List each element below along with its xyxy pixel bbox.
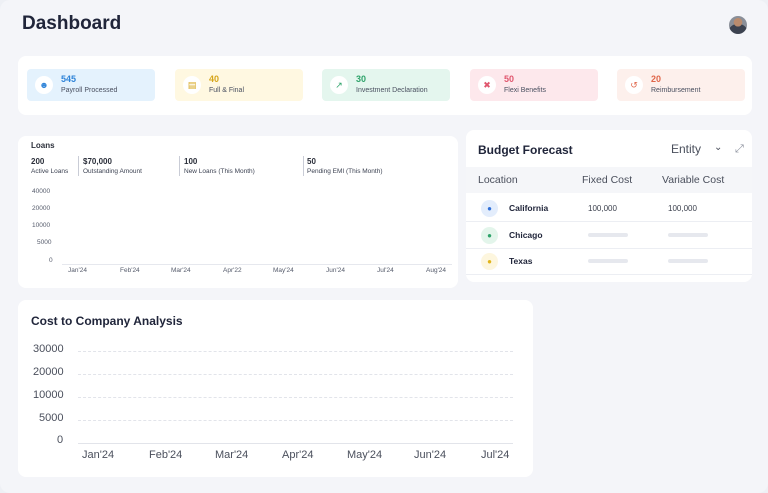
cost-y-tick: 5000: [39, 412, 64, 424]
loans-y-tick: 40000: [32, 188, 51, 195]
loans-x-tick: Jul'24: [377, 267, 394, 274]
stat-payroll-processed[interactable]: ☻ 545 Payroll Processed: [27, 69, 155, 101]
cost-y-tick: 30000: [33, 343, 64, 355]
loading-placeholder: [588, 259, 628, 263]
loan-stat-label: New Loans (This Month): [184, 168, 255, 175]
column-header-fixed-cost: Fixed Cost: [582, 174, 633, 186]
loading-placeholder: [588, 233, 628, 237]
stat-reimbursement[interactable]: ↺ 20 Reimbursement: [617, 69, 745, 101]
fixed-cost-value: 100,000: [588, 204, 617, 213]
location-name: California: [509, 203, 549, 213]
page-title: Dashboard: [22, 13, 122, 34]
table-row[interactable]: ● Chicago: [466, 222, 752, 249]
divider: [303, 156, 304, 176]
location-pin-icon: ●: [481, 227, 498, 244]
loan-stat-new: 100 New Loans (This Month): [182, 157, 255, 176]
loans-x-tick: Feb'24: [120, 267, 140, 274]
stat-label: Payroll Processed: [61, 87, 118, 94]
loans-y-tick: 5000: [37, 239, 52, 246]
loans-x-tick: Mar'24: [171, 267, 191, 274]
loans-x-axis-line: [62, 264, 452, 265]
cost-title: Cost to Company Analysis: [31, 314, 183, 328]
x-axis-line: [78, 443, 513, 444]
budget-title: Budget Forecast: [478, 143, 573, 157]
location-pin-icon: ●: [481, 200, 498, 217]
stat-full-final[interactable]: ▤ 40 Full & Final: [175, 69, 303, 101]
loan-stat-active: 200 Active Loans: [29, 157, 68, 176]
entity-dropdown[interactable]: Entity: [671, 142, 702, 156]
column-header-variable-cost: Variable Cost: [662, 174, 725, 186]
column-header-location: Location: [478, 174, 518, 186]
loading-placeholder: [668, 233, 708, 237]
loans-y-tick: 10000: [32, 222, 51, 229]
cost-y-tick: 0: [57, 434, 64, 446]
loan-stat-pending-emi: 50 Pending EMI (This Month): [305, 157, 383, 176]
stat-label: Investment Declaration: [356, 87, 428, 94]
cost-x-tick: Apr'24: [282, 449, 314, 461]
stat-value: 50: [504, 74, 515, 84]
variable-cost-value: 100,000: [668, 204, 697, 213]
cost-x-tick: Jan'24: [82, 449, 115, 461]
stat-flexi-benefits[interactable]: ✖ 50 Flexi Benefits: [470, 69, 598, 101]
budget-forecast-card: Budget Forecast Entity ⌄ ⤢ Location Fixe…: [466, 130, 752, 282]
stat-value: 40: [209, 74, 220, 84]
loan-stat-value: 100: [184, 157, 198, 166]
user-avatar[interactable]: [729, 16, 747, 34]
table-row[interactable]: ● California 100,000 100,000: [466, 195, 752, 222]
stat-value: 545: [61, 74, 77, 84]
loans-x-tick: Apr'22: [223, 267, 242, 274]
location-pin-icon: ●: [481, 253, 498, 270]
divider: [78, 156, 79, 176]
stat-label: Flexi Benefits: [504, 87, 547, 94]
loans-card: Loans 200 Active Loans $70,000 Outstandi…: [18, 136, 458, 288]
stat-label: Reimbursement: [651, 87, 701, 94]
user-group-icon: ☻: [35, 76, 53, 94]
stat-investment-declaration[interactable]: ↗ 30 Investment Declaration: [322, 69, 450, 101]
loans-y-tick: 0: [49, 257, 53, 264]
cost-x-tick: Jul'24: [481, 449, 510, 461]
cost-x-tick: Mar'24: [215, 449, 249, 461]
chart-up-icon: ↗: [330, 76, 348, 94]
location-name: Texas: [509, 256, 533, 266]
chevron-down-icon[interactable]: ⌄: [714, 142, 723, 153]
cash-icon: ▤: [183, 76, 201, 94]
grid-line: [78, 397, 513, 398]
loan-stat-label: Active Loans: [31, 168, 69, 175]
loans-y-tick: 20000: [32, 205, 51, 212]
cost-x-tick: Jun'24: [414, 449, 447, 461]
cost-x-tick: Feb'24: [149, 449, 183, 461]
loans-x-tick: Aug'24: [426, 267, 447, 274]
loans-x-tick: Jun'24: [326, 267, 345, 274]
loan-stat-value: 200: [31, 157, 45, 166]
grid-line: [78, 374, 513, 375]
loans-title: Loans: [31, 141, 55, 150]
loans-x-tick: Jan'24: [68, 267, 87, 274]
stat-value: 20: [651, 74, 662, 84]
grid-line: [78, 351, 513, 352]
expand-icon[interactable]: ⤢: [735, 143, 744, 155]
table-row[interactable]: ● Texas: [466, 248, 752, 275]
cost-to-company-card: Cost to Company Analysis 30000 20000 100…: [18, 300, 533, 477]
loan-stat-label: Pending EMI (This Month): [307, 168, 383, 175]
summary-stats-card: ☻ 545 Payroll Processed ▤ 40 Full & Fina…: [18, 56, 752, 115]
cost-x-tick: May'24: [347, 449, 383, 461]
cost-y-tick: 10000: [33, 389, 64, 401]
loan-stat-value: $70,000: [83, 157, 112, 166]
location-name: Chicago: [509, 230, 543, 240]
stat-label: Full & Final: [209, 87, 245, 94]
stat-value: 30: [356, 74, 367, 84]
divider: [179, 156, 180, 176]
loans-x-tick: May'24: [273, 267, 294, 274]
loan-stat-value: 50: [307, 157, 316, 166]
grid-line: [78, 420, 513, 421]
loan-stat-label: Outstanding Amount: [83, 168, 142, 175]
budget-table-header: Location Fixed Cost Variable Cost: [466, 167, 752, 193]
loan-stat-outstanding: $70,000 Outstanding Amount: [81, 157, 142, 176]
cost-y-tick: 20000: [33, 366, 64, 378]
loading-placeholder: [668, 259, 708, 263]
refresh-icon: ↺: [625, 76, 643, 94]
tools-icon: ✖: [478, 76, 496, 94]
